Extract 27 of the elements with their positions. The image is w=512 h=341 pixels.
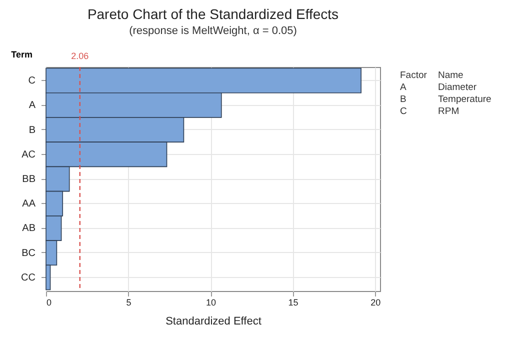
y-tick-label: C <box>28 76 36 87</box>
chart-title: Pareto Chart of the Standardized Effects <box>87 6 339 22</box>
y-tick-label: AC <box>22 149 36 160</box>
text: C <box>400 106 408 118</box>
y-tick-label: B <box>28 124 36 136</box>
y-tick-label: BC <box>22 248 36 259</box>
text: Diameter <box>438 82 478 94</box>
text: RPM <box>438 106 460 118</box>
y-axis-title: Term <box>11 50 32 60</box>
chart-subtitle: (response is MeltWeight, α = 0.05) <box>129 25 297 37</box>
y-tick-label: BB <box>22 174 36 185</box>
x-tick-label: 5 <box>126 298 132 308</box>
y-tick-label: A <box>28 100 36 112</box>
text: Temperature <box>438 94 492 106</box>
y-tick-label: AB <box>22 223 36 234</box>
text: Name <box>438 70 464 82</box>
y-tick-label: AA <box>22 198 36 210</box>
x-tick-label: 15 <box>288 298 298 308</box>
x-tick-label: 10 <box>206 298 216 308</box>
x-tick-label: 0 <box>46 298 52 308</box>
text: Factor <box>400 70 428 82</box>
ref-line-label: 2.06 <box>71 51 89 61</box>
y-tick-label: CC <box>21 272 36 284</box>
x-axis-title: Standardized Effect <box>166 316 262 328</box>
text: A <box>400 82 408 94</box>
x-tick-label: 20 <box>370 298 381 308</box>
text: B <box>400 94 408 106</box>
